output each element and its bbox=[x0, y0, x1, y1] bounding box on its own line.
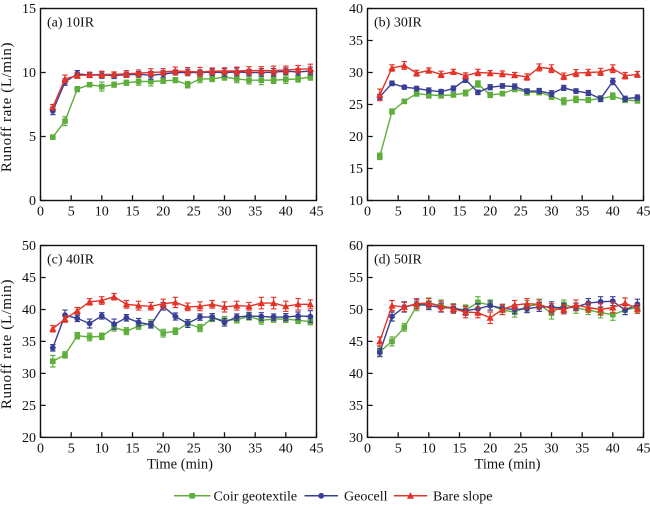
svg-text:0: 0 bbox=[37, 442, 44, 457]
svg-text:35: 35 bbox=[575, 442, 589, 457]
svg-text:45: 45 bbox=[22, 271, 36, 286]
svg-text:25: 25 bbox=[187, 442, 201, 457]
svg-text:Time (min): Time (min) bbox=[147, 457, 213, 473]
svg-text:10: 10 bbox=[422, 205, 436, 220]
svg-text:10: 10 bbox=[349, 194, 363, 209]
svg-text:15: 15 bbox=[22, 2, 36, 17]
svg-text:25: 25 bbox=[514, 205, 528, 220]
svg-text:35: 35 bbox=[575, 205, 589, 220]
svg-text:45: 45 bbox=[349, 335, 363, 350]
svg-text:0: 0 bbox=[364, 442, 371, 457]
svg-text:10: 10 bbox=[422, 442, 436, 457]
svg-text:0: 0 bbox=[364, 205, 371, 220]
svg-text:Time (min): Time (min) bbox=[475, 457, 541, 473]
svg-text:60: 60 bbox=[349, 239, 363, 254]
svg-text:10: 10 bbox=[22, 66, 36, 81]
svg-text:5: 5 bbox=[68, 205, 75, 220]
svg-text:5: 5 bbox=[395, 442, 402, 457]
svg-text:Runoff rate (L/min): Runoff rate (L/min) bbox=[0, 279, 15, 409]
svg-text:20: 20 bbox=[349, 130, 363, 145]
svg-text:40: 40 bbox=[349, 2, 363, 17]
svg-text:30: 30 bbox=[545, 205, 559, 220]
svg-text:Geocell: Geocell bbox=[344, 489, 388, 504]
svg-text:15: 15 bbox=[453, 442, 467, 457]
svg-text:Coir geotextile: Coir geotextile bbox=[214, 489, 298, 504]
svg-text:20: 20 bbox=[483, 442, 497, 457]
svg-text:5: 5 bbox=[68, 442, 75, 457]
svg-text:10: 10 bbox=[95, 442, 109, 457]
svg-text:Runoff rate (L/min): Runoff rate (L/min) bbox=[0, 42, 15, 172]
svg-text:30: 30 bbox=[545, 442, 559, 457]
svg-text:0: 0 bbox=[29, 194, 36, 209]
svg-text:15: 15 bbox=[126, 205, 140, 220]
svg-text:25: 25 bbox=[187, 205, 201, 220]
svg-text:(b) 30IR: (b) 30IR bbox=[374, 16, 422, 31]
svg-text:40: 40 bbox=[349, 367, 363, 382]
svg-text:40: 40 bbox=[606, 442, 620, 457]
svg-text:30: 30 bbox=[22, 367, 36, 382]
svg-text:55: 55 bbox=[349, 271, 363, 286]
svg-text:40: 40 bbox=[22, 303, 36, 318]
svg-text:35: 35 bbox=[248, 205, 262, 220]
svg-text:35: 35 bbox=[349, 399, 363, 414]
svg-text:50: 50 bbox=[22, 239, 36, 254]
svg-text:5: 5 bbox=[395, 205, 402, 220]
svg-text:(c) 40IR: (c) 40IR bbox=[47, 253, 95, 268]
svg-text:15: 15 bbox=[349, 162, 363, 177]
svg-text:40: 40 bbox=[606, 205, 620, 220]
svg-text:25: 25 bbox=[514, 442, 528, 457]
svg-text:40: 40 bbox=[279, 205, 293, 220]
svg-text:45: 45 bbox=[310, 442, 324, 457]
svg-text:35: 35 bbox=[349, 34, 363, 49]
svg-text:50: 50 bbox=[349, 303, 363, 318]
svg-text:20: 20 bbox=[22, 431, 36, 446]
svg-text:25: 25 bbox=[22, 399, 36, 414]
svg-text:45: 45 bbox=[637, 205, 650, 220]
svg-text:30: 30 bbox=[349, 431, 363, 446]
svg-text:40: 40 bbox=[279, 442, 293, 457]
svg-text:30: 30 bbox=[218, 205, 232, 220]
svg-text:(d) 50IR: (d) 50IR bbox=[374, 253, 422, 268]
svg-text:20: 20 bbox=[156, 442, 170, 457]
svg-text:25: 25 bbox=[349, 98, 363, 113]
svg-text:35: 35 bbox=[248, 442, 262, 457]
svg-text:30: 30 bbox=[218, 442, 232, 457]
svg-text:Bare slope: Bare slope bbox=[433, 489, 492, 504]
svg-text:(a) 10IR: (a) 10IR bbox=[47, 16, 95, 31]
svg-text:15: 15 bbox=[453, 205, 467, 220]
svg-text:45: 45 bbox=[310, 205, 324, 220]
svg-text:10: 10 bbox=[95, 205, 109, 220]
svg-text:20: 20 bbox=[483, 205, 497, 220]
svg-text:5: 5 bbox=[29, 130, 36, 145]
svg-text:20: 20 bbox=[156, 205, 170, 220]
svg-text:30: 30 bbox=[349, 66, 363, 81]
svg-text:35: 35 bbox=[22, 335, 36, 350]
svg-text:45: 45 bbox=[637, 442, 650, 457]
svg-text:0: 0 bbox=[37, 205, 44, 220]
svg-text:15: 15 bbox=[126, 442, 140, 457]
